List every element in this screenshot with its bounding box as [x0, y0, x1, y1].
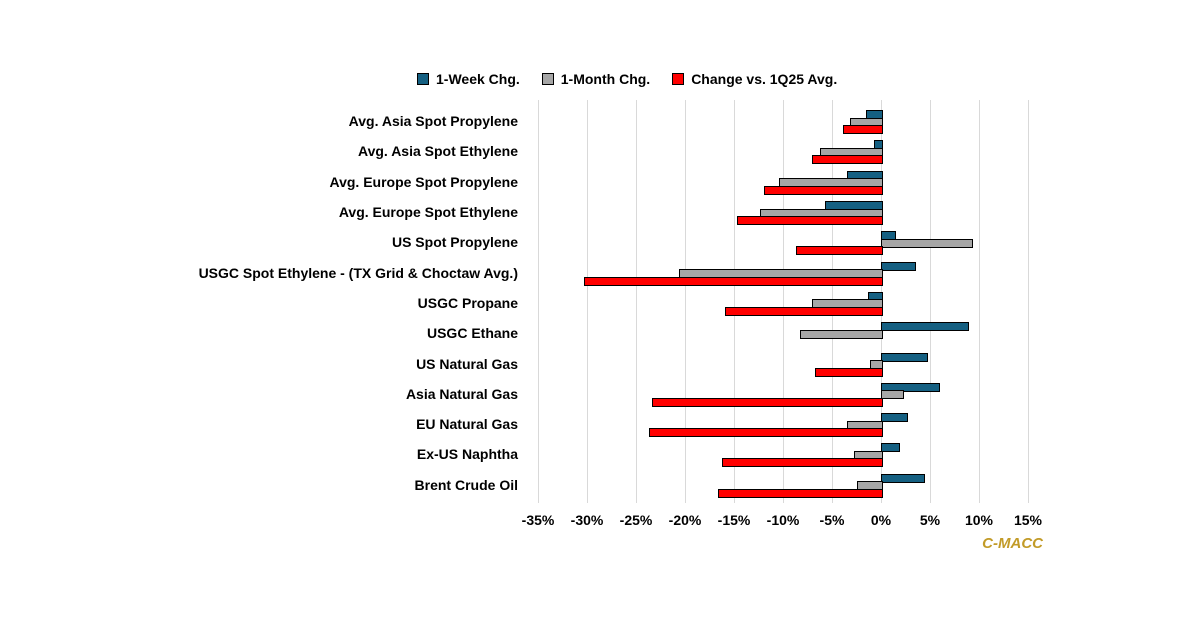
gridline--25% — [636, 100, 637, 503]
bar-change-vs-1q25-avg — [815, 367, 883, 377]
bar-1-month-chg — [881, 390, 904, 400]
bar-1-month-chg — [799, 329, 883, 339]
category-label: USGC Ethane — [426, 325, 518, 342]
x-tick-label: -10% — [766, 512, 800, 528]
x-tick-label: -25% — [619, 512, 653, 528]
category-label: Ex-US Naphtha — [416, 446, 518, 463]
x-tick-label: -5% — [819, 512, 845, 528]
legend-item-1q25: Change vs. 1Q25 Avg. — [672, 71, 837, 87]
brand-watermark: C-MACC — [982, 535, 1043, 552]
gridline-10% — [979, 100, 980, 503]
bar-change-vs-1q25-avg — [764, 185, 883, 195]
category-label: Brent Crude Oil — [414, 476, 518, 493]
chart-legend: 1-Week Chg. 1-Month Chg. Change vs. 1Q25… — [417, 71, 837, 87]
x-tick-label: -15% — [717, 512, 751, 528]
gridline--20% — [685, 100, 686, 503]
bar-change-vs-1q25-avg — [812, 155, 883, 165]
category-label: Avg. Europe Spot Ethylene — [338, 204, 518, 221]
legend-label-1q25: Change vs. 1Q25 Avg. — [691, 71, 838, 87]
bar-1-week-chg — [881, 261, 917, 271]
legend-item-1-month: 1-Month Chg. — [541, 71, 651, 87]
legend-swatch-1-week-icon — [417, 73, 429, 85]
bar-1-week-chg — [881, 322, 970, 332]
gridline--15% — [734, 100, 735, 503]
category-label: Asia Natural Gas — [405, 385, 518, 402]
legend-label-1-month: 1-Month Chg. — [560, 71, 651, 87]
gridline--30% — [587, 100, 588, 503]
bar-change-vs-1q25-avg — [842, 125, 883, 135]
x-tick-label: -30% — [570, 512, 604, 528]
legend-label-1-week: 1-Week Chg. — [436, 71, 520, 87]
bar-1-week-chg — [881, 473, 926, 483]
x-tick-label: 5% — [919, 512, 941, 528]
bar-1-week-chg — [881, 413, 908, 423]
x-tick-label: -35% — [521, 512, 555, 528]
bar-1-week-chg — [881, 443, 900, 453]
x-tick-label: 15% — [1013, 512, 1043, 528]
category-label: USGC Propane — [417, 294, 518, 311]
bar-change-vs-1q25-avg — [648, 428, 883, 438]
category-label: Avg. Europe Spot Propylene — [329, 173, 518, 190]
category-label: US Spot Propylene — [391, 234, 518, 251]
legend-swatch-1q25-icon — [672, 73, 685, 85]
bar-1-week-chg — [881, 382, 940, 392]
bar-change-vs-1q25-avg — [722, 458, 883, 468]
bar-change-vs-1q25-avg — [725, 306, 883, 316]
bar-change-vs-1q25-avg — [718, 488, 883, 498]
gridline--35% — [538, 100, 539, 503]
bar-change-vs-1q25-avg — [651, 397, 883, 407]
category-label: Avg. Asia Spot Ethylene — [358, 143, 518, 160]
category-label: US Natural Gas — [416, 355, 518, 372]
bar-1-week-chg — [881, 352, 929, 362]
legend-swatch-1-month-icon — [541, 73, 554, 85]
x-tick-label: 0% — [870, 512, 892, 528]
x-tick-label: 10% — [964, 512, 994, 528]
gridline--10% — [783, 100, 784, 503]
gridline-5% — [930, 100, 931, 503]
category-label: EU Natural Gas — [416, 416, 518, 433]
bar-1-month-chg — [881, 238, 974, 248]
x-tick-label: -20% — [668, 512, 702, 528]
bar-change-vs-1q25-avg — [584, 276, 883, 286]
category-label: USGC Spot Ethylene - (TX Grid & Choctaw … — [198, 264, 518, 281]
bar-change-vs-1q25-avg — [736, 216, 883, 226]
legend-item-1-week: 1-Week Chg. — [417, 71, 520, 87]
gridline-15% — [1028, 100, 1029, 503]
bar-change-vs-1q25-avg — [795, 246, 883, 256]
category-label: Avg. Asia Spot Propylene — [348, 113, 518, 130]
